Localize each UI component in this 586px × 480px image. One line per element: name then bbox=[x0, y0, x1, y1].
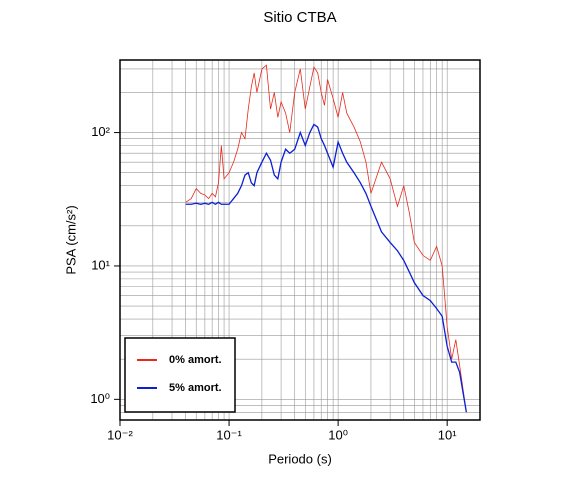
y-tick-label: 10⁰ bbox=[90, 391, 110, 406]
x-tick-label: 10⁻² bbox=[107, 427, 133, 442]
chart-title: Sitio CTBA bbox=[263, 9, 336, 26]
x-axis-label: Periodo (s) bbox=[268, 451, 332, 466]
series-line bbox=[185, 123, 468, 413]
y-tick-label: 10¹ bbox=[91, 257, 110, 272]
y-tick-label: 10² bbox=[91, 124, 110, 139]
series-line bbox=[185, 64, 467, 413]
plot-frame bbox=[119, 59, 481, 421]
x-tick-label: 10¹ bbox=[438, 427, 457, 442]
legend-label: 5% amort. bbox=[169, 382, 222, 394]
legend-box bbox=[124, 337, 236, 413]
x-tick-label: 10⁻¹ bbox=[216, 427, 242, 442]
legend-label: 0% amort. bbox=[169, 354, 222, 366]
x-tick-label: 10⁰ bbox=[328, 427, 348, 442]
y-axis-label: PSA (cm/s²) bbox=[63, 205, 78, 274]
